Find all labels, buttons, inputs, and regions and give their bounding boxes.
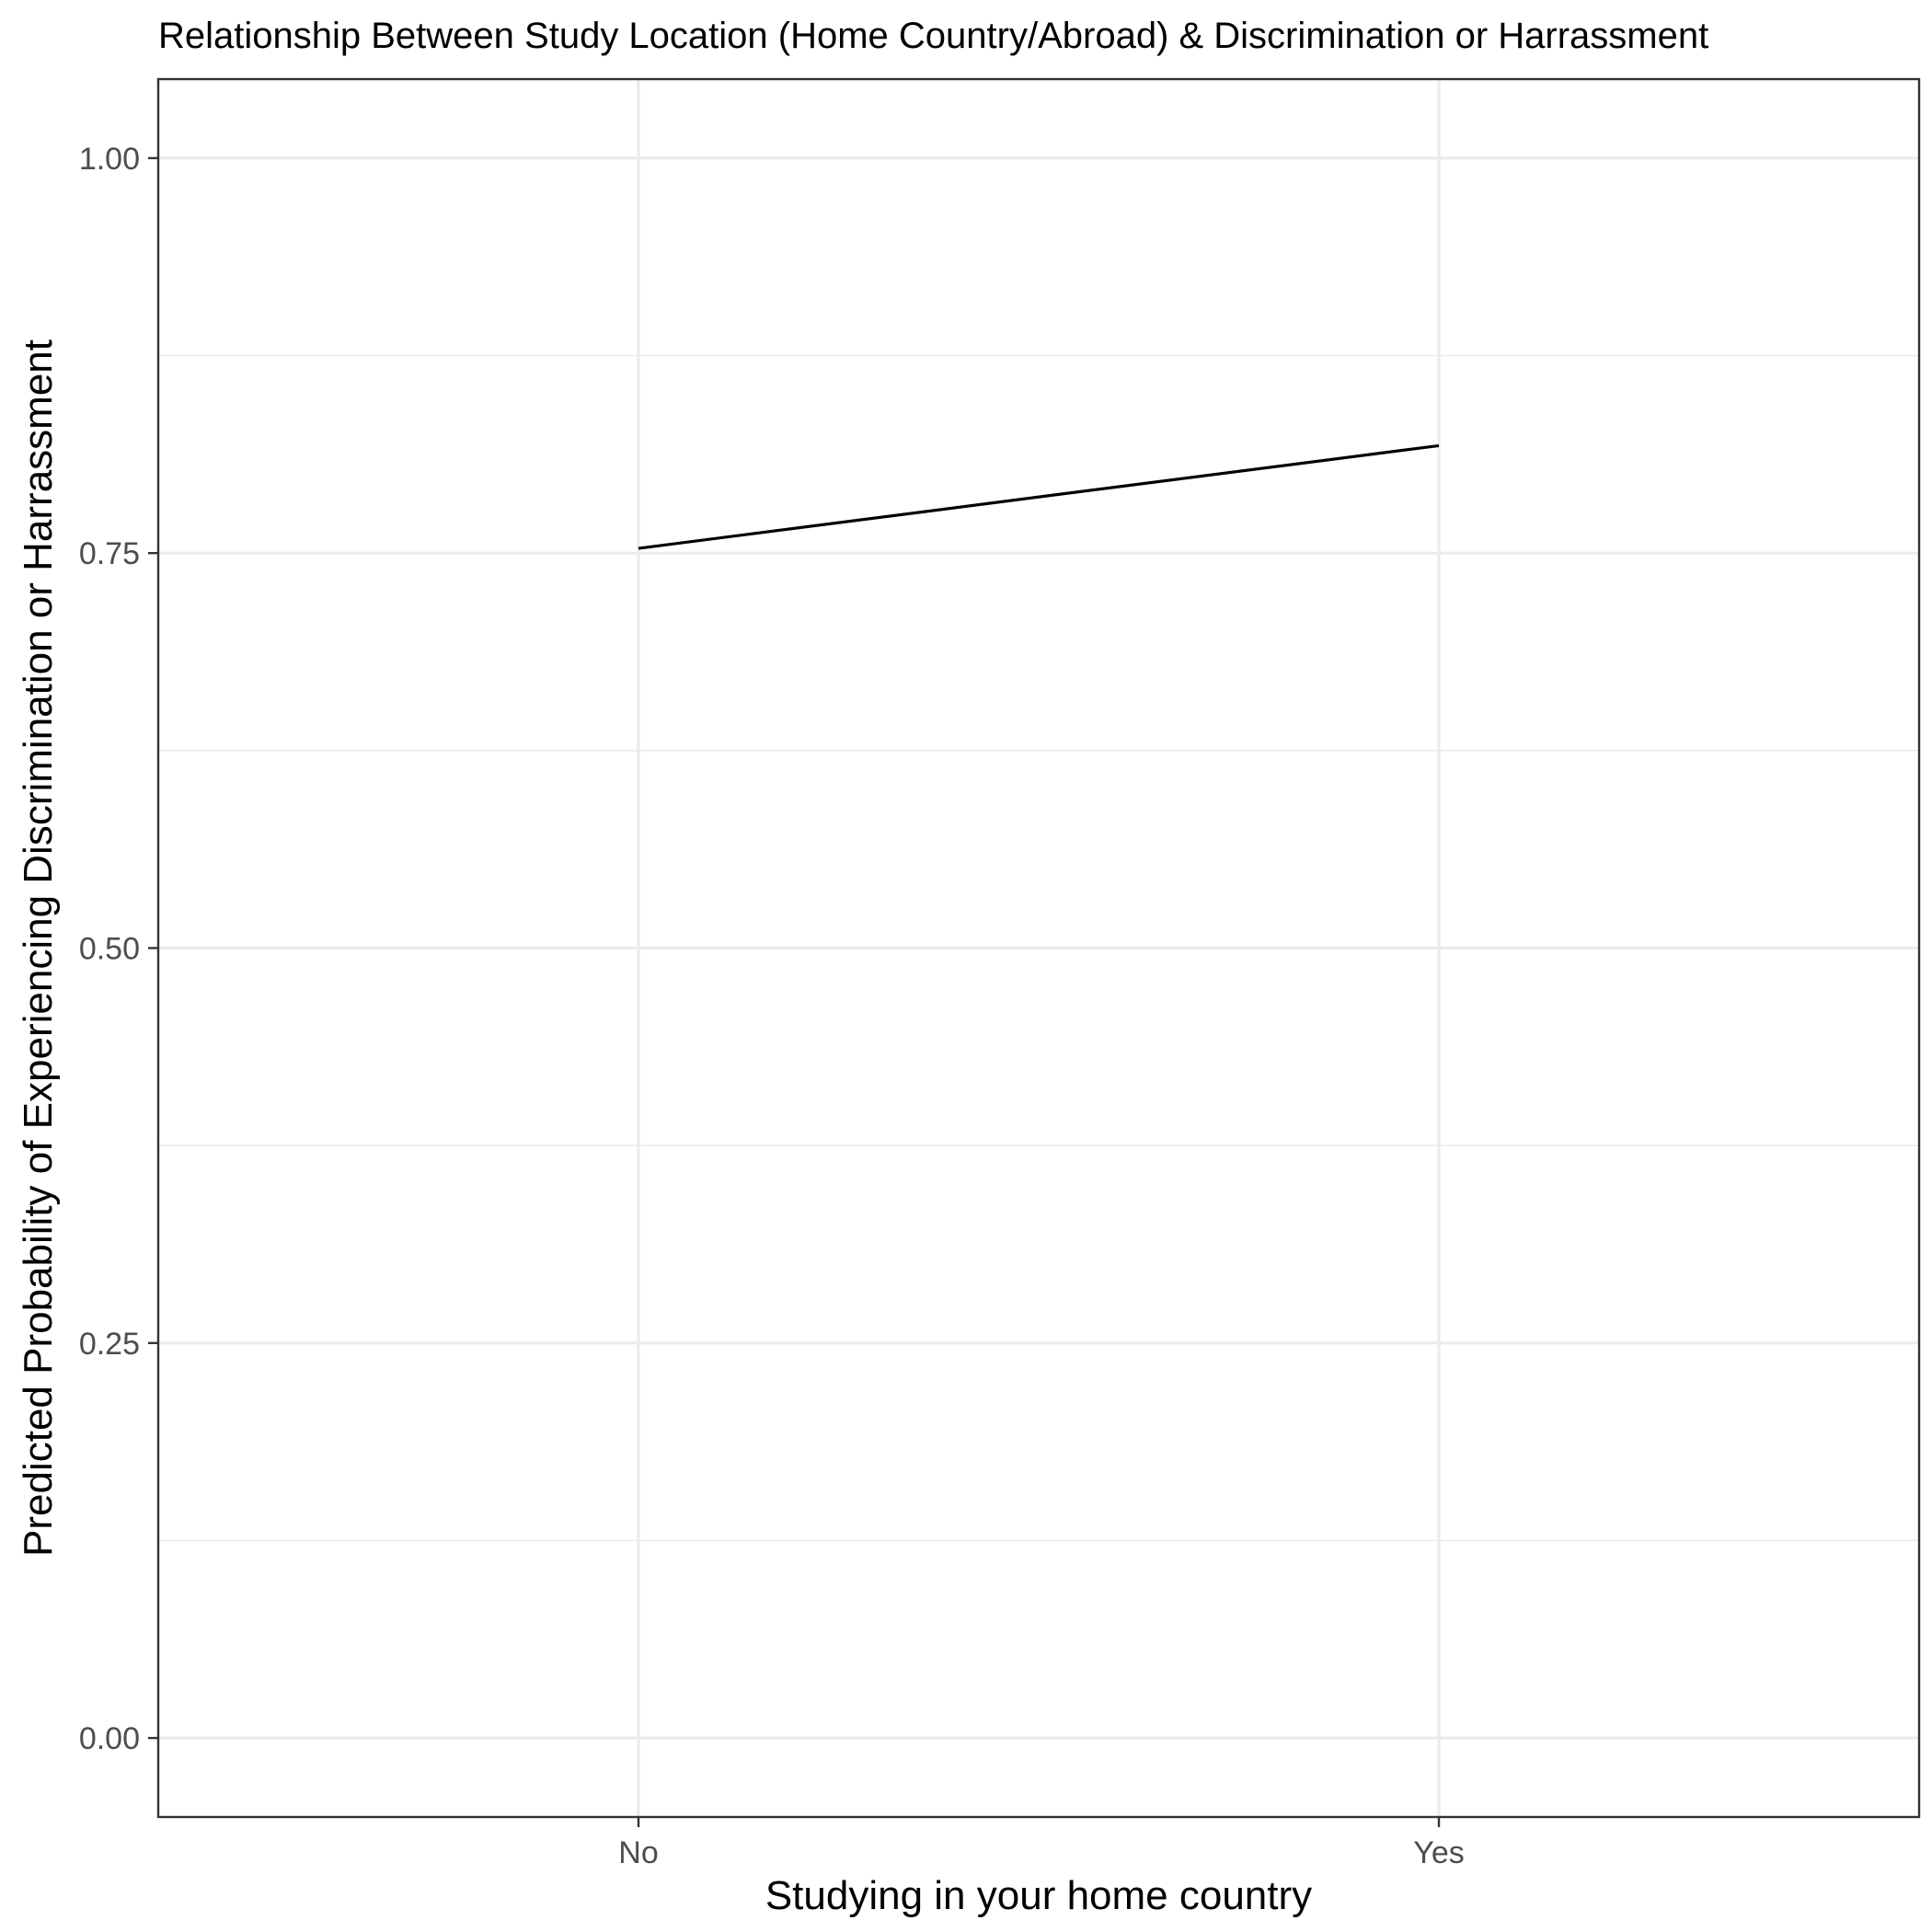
y-tick-label: 0.25 [79,1327,140,1362]
y-tick-label: 1.00 [79,142,140,177]
x-axis-title: Studying in your home country [765,1873,1312,1918]
chart-title: Relationship Between Study Location (Hom… [158,16,1708,56]
y-axis-title: Predicted Probability of Experiencing Di… [16,339,61,1557]
x-axis-ticks: No Yes [618,1817,1465,1870]
series-layer [638,443,1440,550]
minor-gridlines [158,354,1919,1542]
y-axis-ticks: 0.00 0.25 0.50 0.75 1.00 [79,142,158,1756]
y-tick-label: 0.00 [79,1721,140,1756]
major-gridlines [158,79,1919,1817]
y-tick-label: 0.75 [79,536,140,571]
y-tick-label: 0.50 [79,932,140,967]
series-line-0 [638,443,1440,550]
x-tick-label: No [618,1835,658,1870]
x-tick-label: Yes [1413,1835,1464,1870]
